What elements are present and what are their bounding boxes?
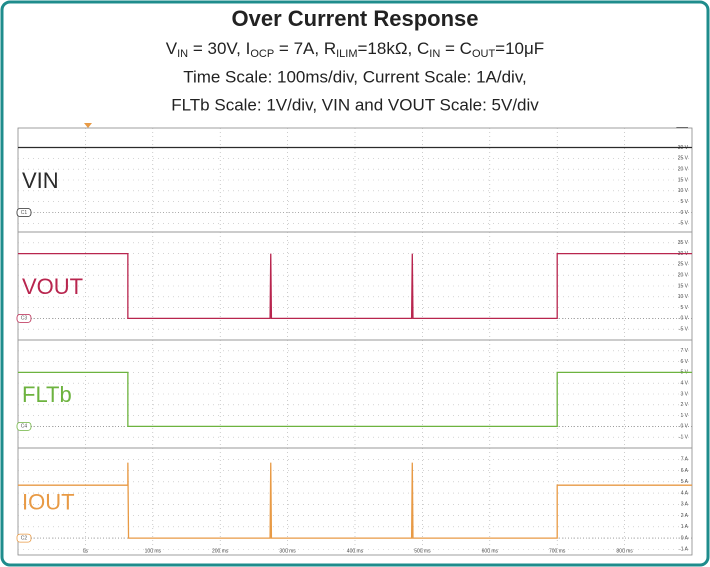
channel-label: C1 (21, 210, 28, 216)
y-tick-label: 2 A (681, 513, 689, 519)
subscript: IN (429, 48, 440, 60)
y-tick-label: 0 V (680, 210, 688, 216)
y-tick-label: 10 V (678, 294, 689, 300)
scope-area (17, 127, 693, 556)
y-tick-label: 7 A (681, 457, 689, 463)
trace (18, 371, 692, 428)
y-tick-label: 5 A (681, 479, 689, 485)
y-tick-label: 2 V (680, 402, 688, 408)
y-tick-label: 15 V (678, 283, 689, 289)
x-tick-label: 400 ms (347, 548, 364, 554)
subtitle-part: = 30V, I (188, 39, 250, 58)
y-tick-label: 7 V (680, 348, 688, 354)
y-tick-label: 20 V (678, 273, 689, 279)
y-tick-label: 5 V (680, 305, 688, 311)
y-tick-label: -5 V (679, 327, 689, 333)
y-tick-label: 4 V (680, 381, 688, 387)
y-tick-label: 3 A (681, 502, 689, 508)
y-tick-label: 4 A (681, 490, 689, 496)
y-tick-label: 25 V (678, 262, 689, 268)
x-tick-label: 600 ms (482, 548, 499, 554)
x-tick-label: 800 ms (616, 548, 633, 554)
series-label: VIN (22, 168, 59, 193)
x-tick-label: 300 ms (279, 548, 296, 554)
y-tick-label: -1 V (679, 435, 689, 441)
y-tick-label: 3 V (680, 391, 688, 397)
channel-label: C2 (21, 535, 28, 541)
y-tick-label: 0 V (680, 316, 688, 322)
series-label: VOUT (22, 274, 83, 299)
channel-label: C4 (21, 424, 28, 430)
y-tick-label: 1 V (680, 413, 688, 419)
subtitle-part: = 7A, R (274, 39, 336, 58)
title: Over Current Response (232, 6, 479, 31)
x-tick-label: 0s (83, 548, 89, 554)
x-tick-label: 100 ms (145, 548, 162, 554)
subtitle: VIN = 30V, IOCP = 7A, RILIM=18kΩ, CIN = … (166, 39, 544, 59)
y-tick-label: 25 V (678, 156, 689, 162)
subscript: OCP (250, 48, 274, 60)
trigger-marker (84, 123, 92, 128)
subtitle-part: =10μF (495, 39, 544, 58)
x-tick-label: 700 ms (549, 548, 566, 554)
y-tick-label: 0 V (680, 424, 688, 430)
subscript: ILIM (336, 48, 357, 60)
y-tick-label: 35 V (678, 240, 689, 246)
trace (18, 252, 692, 320)
x-tick-label: 500 ms (414, 548, 431, 554)
y-tick-label: 1 A (681, 524, 689, 530)
y-tick-label: 0 A (681, 535, 689, 541)
subtitle-part: = C (440, 39, 472, 58)
subscript: OUT (472, 48, 496, 60)
x-tick-label: 200 ms (212, 548, 229, 554)
y-tick-label: 6 V (680, 359, 688, 365)
y-tick-label: 6 A (681, 468, 689, 474)
subtitle-part: =18kΩ, C (358, 39, 430, 58)
subtitle-part: V (166, 39, 178, 58)
y-tick-label: 5 V (680, 199, 688, 205)
channel-label: C3 (21, 316, 28, 322)
y-tick-label: -5 V (679, 221, 689, 227)
y-tick-label: 10 V (678, 188, 689, 194)
subtitle: Time Scale: 100ms/div, Current Scale: 1A… (183, 67, 527, 86)
series-label: FLTb (22, 382, 72, 407)
series-label: IOUT (22, 489, 75, 514)
y-tick-label: -1 A (679, 547, 689, 553)
y-tick-label: 20 V (678, 166, 689, 172)
y-tick-label: 15 V (678, 177, 689, 183)
subscript: IN (177, 48, 188, 60)
subtitle: FLTb Scale: 1V/div, VIN and VOUT Scale: … (171, 95, 539, 114)
trace (18, 462, 692, 539)
